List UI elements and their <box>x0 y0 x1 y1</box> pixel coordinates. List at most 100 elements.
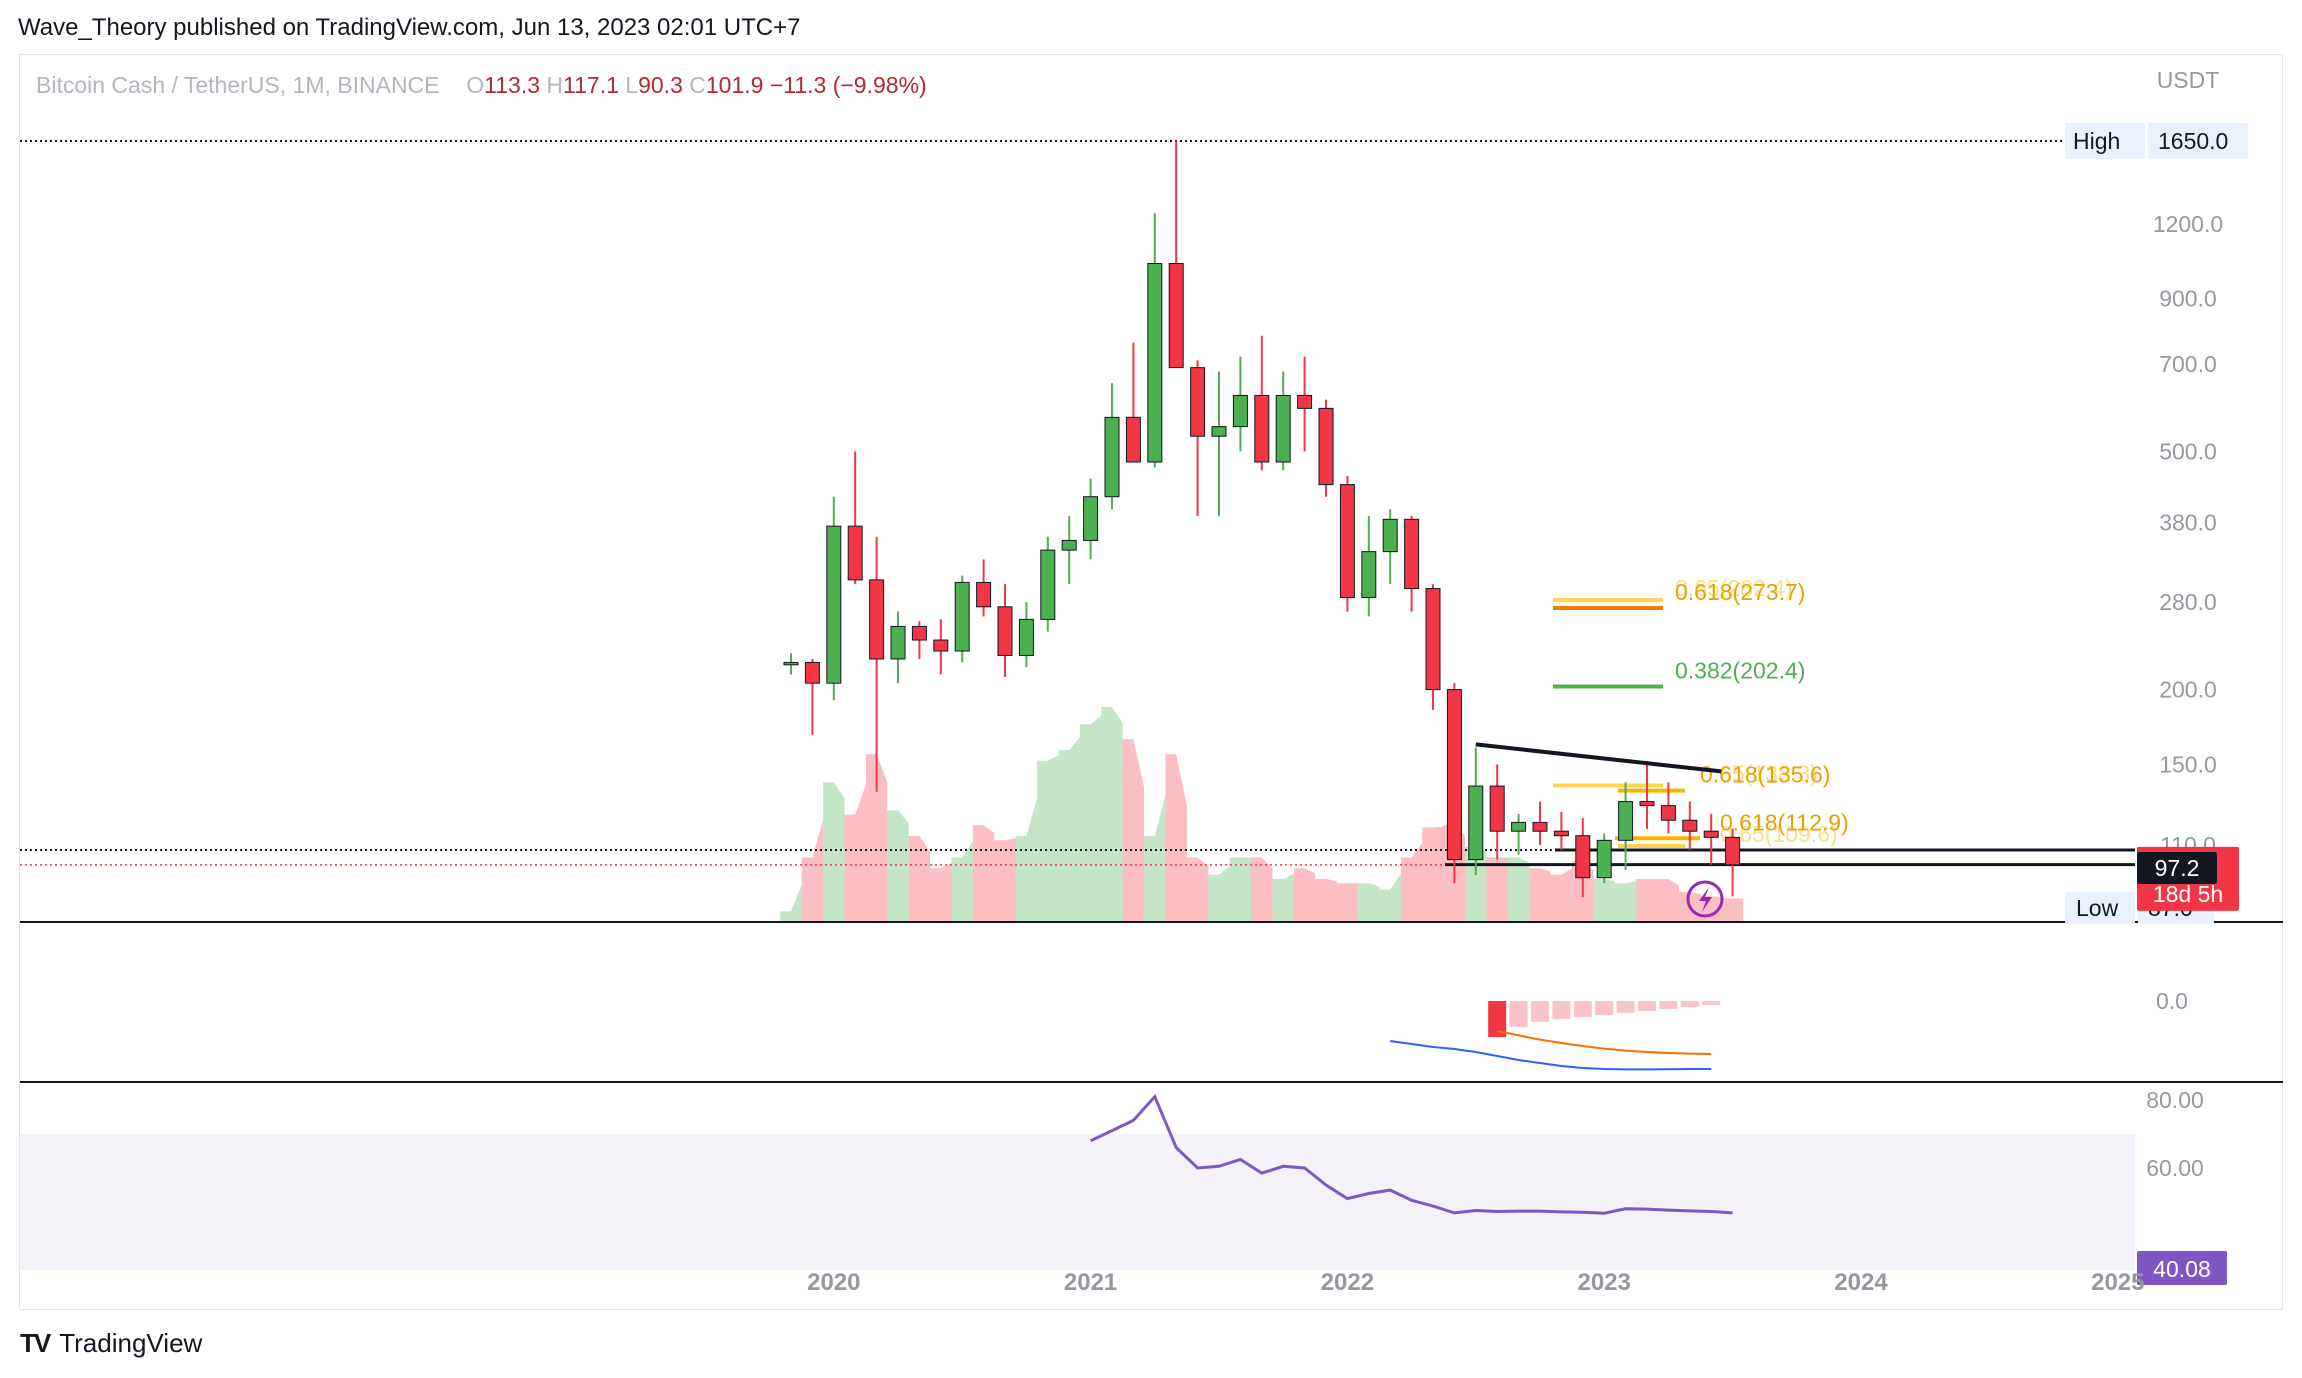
price-tag-text: 97.2 <box>2155 855 2200 881</box>
volume-area <box>1593 879 1615 922</box>
alert-icon[interactable] <box>1686 880 1724 918</box>
volume-area <box>1251 857 1273 922</box>
price-tag <box>2148 123 2248 159</box>
candle-body <box>1339 484 1355 599</box>
candle-body <box>1532 821 1548 832</box>
price-tick-label: 900.0 <box>2159 286 2217 312</box>
open-label: O <box>466 72 485 98</box>
publish-header: Wave_Theory published on TradingView.com… <box>18 14 801 41</box>
rsi-tick-label: 60.00 <box>2146 1155 2204 1181</box>
candle-body <box>1404 518 1420 590</box>
volume-area <box>1422 826 1444 922</box>
low-label: L <box>625 72 639 98</box>
high-label: H <box>546 72 564 98</box>
volume-area <box>972 825 995 922</box>
rsi-value-tag <box>2137 1251 2227 1285</box>
price-tick-label: 200.0 <box>2159 677 2217 703</box>
candle-body <box>804 661 820 684</box>
low-value: 90.3 <box>638 72 683 98</box>
candle-body <box>1061 539 1077 551</box>
price-tag <box>2065 123 2145 159</box>
time-axis[interactable]: 2020 2021 2022 2023 2024 2025 <box>807 1269 2144 1296</box>
price-tag <box>2137 852 2217 884</box>
volume-area <box>1208 866 1230 922</box>
volume-area <box>865 754 888 922</box>
tradingview-footer[interactable]: TV TradingView <box>20 1328 202 1359</box>
macd-pane[interactable]: 0.0 <box>1390 988 2188 1071</box>
volume-area <box>1079 715 1102 922</box>
candle-body <box>1232 394 1248 428</box>
volume-area <box>1358 883 1380 922</box>
volume-area <box>1293 868 1316 922</box>
candle-body <box>1489 785 1505 832</box>
macd-histogram-bar <box>1659 1001 1678 1009</box>
macd-histogram-bar <box>1702 1001 1721 1005</box>
fib-label-ghost: 0.65(282.4) <box>1675 575 1793 601</box>
candle-body <box>1168 263 1184 369</box>
volume-area <box>1550 868 1573 922</box>
macd-histogram-bar <box>1552 1001 1571 1019</box>
candle-body <box>1468 785 1484 861</box>
candle-body <box>1125 416 1141 463</box>
tradingview-logo-icon: TV <box>20 1328 51 1358</box>
macd-zero-tick: 0.0 <box>2156 988 2188 1014</box>
candle-body <box>1660 805 1676 821</box>
resistance-trendline <box>1475 742 1722 774</box>
volume-area <box>951 841 973 922</box>
candle-body <box>976 581 992 608</box>
volume-area <box>1636 879 1658 922</box>
volume-area <box>1101 707 1123 922</box>
candle-body <box>1575 835 1591 879</box>
price-tick-label: 1200.0 <box>2153 211 2223 237</box>
fib-label-ghost: 0.65(138.3) <box>1700 760 1818 786</box>
high-value: 117.1 <box>563 72 619 98</box>
volume-area <box>1037 755 1059 922</box>
volume-area <box>908 836 931 922</box>
price-tick-label: 280.0 <box>2159 589 2217 615</box>
volume-area <box>801 819 824 922</box>
candle-body <box>997 606 1013 657</box>
candle-body <box>1297 394 1313 409</box>
candle-body <box>911 625 927 641</box>
candle-body <box>890 625 906 660</box>
macd-histogram-bar <box>1595 1001 1614 1015</box>
volume-area <box>1058 737 1080 922</box>
macd-histogram-bar <box>1531 1001 1549 1022</box>
volume-area <box>1229 857 1252 922</box>
candle-body <box>1511 821 1527 832</box>
year-tick-label: 2020 <box>807 1269 860 1296</box>
price-tick-label: 500.0 <box>2159 438 2217 464</box>
volume-area <box>1614 881 1637 922</box>
close-label: C <box>689 72 706 98</box>
fib-label: 0.382(202.4) <box>1675 657 1805 683</box>
candle-body <box>1361 551 1377 599</box>
volume-area <box>780 884 802 922</box>
price-tag-text: 18d 5h <box>2153 881 2223 907</box>
candle-body <box>1425 588 1441 691</box>
price-tag-text: High <box>2073 128 2120 154</box>
candle-body <box>1446 689 1462 861</box>
rsi-pane[interactable]: 80.00 60.00 40.08 <box>20 1087 2227 1285</box>
symbol-line: Bitcoin Cash / TetherUS, 1M, BINANCE <box>36 72 440 98</box>
price-tag-text: Low <box>2076 895 2119 921</box>
chart-frame[interactable] <box>19 54 2283 1310</box>
candles-layer[interactable] <box>783 141 1741 898</box>
volume-area <box>1486 857 1508 922</box>
volume-area <box>823 782 845 922</box>
candle-body <box>1147 263 1163 463</box>
price-tick-label: 700.0 <box>2159 351 2217 377</box>
year-tick-label: 2024 <box>1834 1269 1888 1296</box>
volume-area <box>1015 798 1038 922</box>
rsi-band <box>20 1134 2135 1270</box>
candle-body <box>783 661 799 666</box>
macd-histogram-bar <box>1680 1001 1699 1007</box>
price-axis[interactable]: 1200.0 900.0 700.0 500.0 380.0 280.0 200.0 150.… <box>2153 211 2223 858</box>
candle-body <box>1040 549 1056 620</box>
symbol-legend: Bitcoin Cash / TetherUS, 1M, BINANCE O 11… <box>36 72 927 99</box>
volume-area <box>1165 754 1187 922</box>
macd-histogram-bar <box>1573 1001 1592 1017</box>
price-tag <box>2065 892 2135 924</box>
volume-area <box>1315 879 1337 922</box>
volume-area <box>1379 873 1401 922</box>
